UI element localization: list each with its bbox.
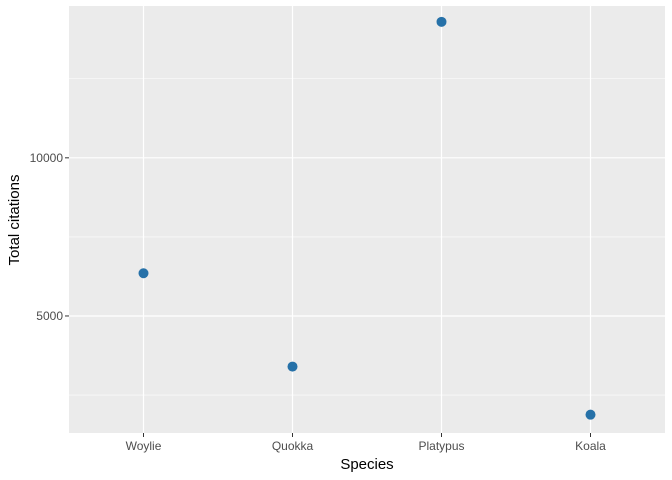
x-axis-title: Species xyxy=(340,456,393,473)
data-point-woylie xyxy=(138,268,149,279)
data-point-platypus xyxy=(436,16,447,27)
y-tick-label: 5000 xyxy=(36,309,63,323)
data-point-koala xyxy=(585,409,596,420)
y-axis: 5000 10000 xyxy=(30,151,69,323)
plot-panel xyxy=(69,6,665,433)
x-tick-label: Woylie xyxy=(126,439,162,453)
y-axis-title: Total citations xyxy=(6,175,23,266)
points xyxy=(138,16,596,420)
y-tick-label: 10000 xyxy=(30,151,64,165)
x-tick-label: Platypus xyxy=(418,439,464,453)
x-tick-label: Koala xyxy=(575,439,606,453)
grid xyxy=(69,6,665,433)
x-tick-label: Quokka xyxy=(272,439,314,453)
data-point-quokka xyxy=(287,361,298,372)
x-axis: Woylie Quokka Platypus Koala xyxy=(126,433,606,453)
